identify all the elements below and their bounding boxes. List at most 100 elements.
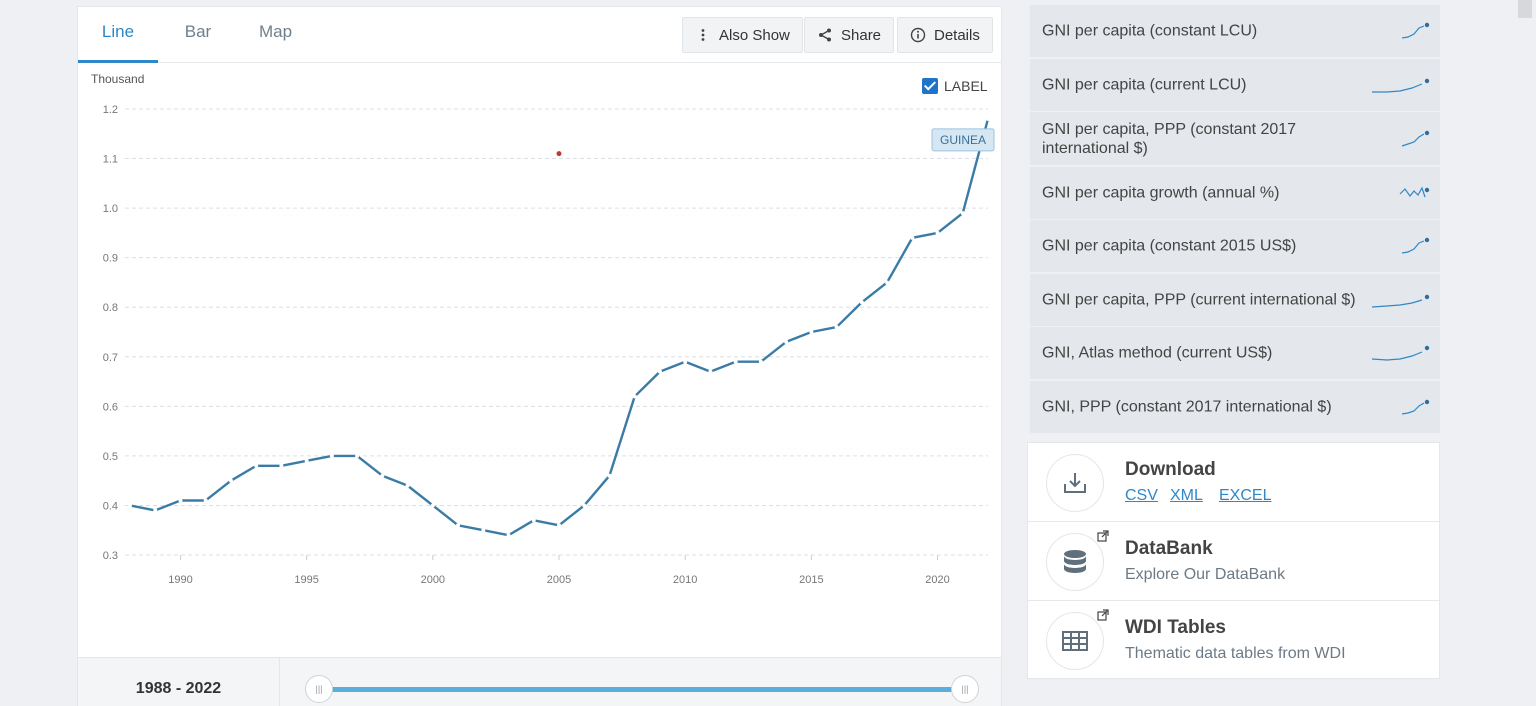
download-xml-link[interactable]: XML [1170,487,1203,504]
sparkline-icon [1372,345,1430,361]
resources-panel: Download CSV XML EXCEL DataBank Explore … [1027,442,1440,679]
databank-subtitle: Explore Our DataBank [1125,566,1286,583]
data-point [153,508,158,513]
also-show-label: Also Show [719,26,790,44]
data-point [430,503,435,508]
share-button[interactable]: Share [804,17,895,53]
label-toggle[interactable]: LABEL [922,78,988,94]
vertical-dots-icon [701,29,705,41]
x-tick-label: 1990 [168,574,192,586]
data-point [910,235,915,240]
download-icon-circle [1046,454,1104,512]
y-tick-label: 1.1 [103,154,118,166]
data-point [809,330,814,334]
data-point [203,498,208,503]
data-point [657,369,662,374]
data-point [228,478,233,483]
data-point [834,325,839,330]
data-point [279,463,284,468]
details-button[interactable]: Details [897,17,993,53]
series-line-guinea [129,118,990,537]
wdi-icon-circle [1046,609,1109,670]
page-scrollbar[interactable] [1518,0,1532,18]
label-toggle-text: LABEL [944,78,988,94]
related-item[interactable]: GNI, PPP (constant 2017 international $) [1030,380,1440,433]
data-point [405,483,410,488]
year-range-bar: 1988 - 2022 ||| ||| [78,657,1001,706]
data-point [986,116,990,121]
x-tick-label: 2005 [547,574,571,586]
y-tick-label: 0.4 [103,500,118,512]
related-item[interactable]: GNI per capita (constant 2015 US$) [1030,220,1440,272]
related-item[interactable]: GNI per capita, PPP (constant 2017 inter… [1030,112,1440,165]
data-point [456,523,461,528]
tab-bar[interactable]: Bar [184,22,212,41]
year-range-label: 1988 - 2022 [78,658,280,706]
y-tick-label: 0.7 [103,352,118,364]
databank-title: DataBank [1125,538,1213,559]
y-tick-label: 0.5 [103,451,118,463]
data-point [128,503,132,508]
data-point [178,498,183,503]
tab-map[interactable]: Map [258,22,293,41]
data-point [935,230,940,235]
data-point [481,528,486,533]
wdi-tables-section[interactable]: WDI Tables Thematic data tables from WDI [1028,601,1439,680]
series-label: GUINEA [940,133,986,147]
data-point [632,394,637,399]
download-icon [1064,473,1086,493]
y-tick-label: 0.3 [103,550,118,562]
data-point [859,300,864,305]
checkbox-checked-icon[interactable] [922,78,938,94]
y-axis-units: Thousand [91,72,145,86]
y-tick-label: 1.2 [103,104,118,116]
info-icon [910,27,926,43]
external-link-icon [1097,609,1109,621]
related-item[interactable]: GNI per capita, PPP (current internation… [1030,273,1440,326]
range-handle-end[interactable]: ||| [951,675,979,703]
sparkline-icon [1399,186,1430,197]
wdi-tables-subtitle: Thematic data tables from WDI [1125,645,1346,662]
x-tick-label: 1995 [294,574,318,586]
related-item[interactable]: GNI per capita (current LCU) [1030,58,1440,111]
x-tick-label: 2010 [673,574,697,586]
range-slider-track[interactable] [318,687,968,692]
y-tick-label: 1.0 [103,203,118,215]
tab-line[interactable]: Line [78,7,158,63]
data-point [582,503,587,508]
wdi-tables-title: WDI Tables [1125,617,1226,638]
download-csv-link[interactable]: CSV [1125,487,1158,504]
y-tick-label: 0.6 [103,401,118,413]
highlight-marker [556,151,562,157]
details-label: Details [934,26,980,44]
data-point [329,453,334,458]
range-handle-start[interactable]: ||| [305,675,333,703]
data-point [304,458,309,463]
databank-section[interactable]: DataBank Explore Our DataBank [1028,522,1439,601]
related-item[interactable]: GNI per capita growth (annual %) [1030,166,1440,219]
x-tick-label: 2000 [421,574,445,586]
sparkline-icon [1401,237,1430,254]
related-item[interactable]: GNI per capita (constant LCU) [1030,5,1440,57]
download-excel-link[interactable]: EXCEL [1219,487,1272,504]
y-tick-label: 0.9 [103,253,118,265]
data-point [531,518,536,523]
data-point [708,369,713,374]
share-label: Share [841,26,882,44]
data-point [607,473,612,478]
line-chart: 1.2 1.1 1.0 0.9 0.8 0.7 0.6 0.5 0.4 0.3 1990 1995 20… [103,104,995,586]
data-point [380,473,385,478]
databank-icon-circle [1046,530,1109,591]
x-tick-label: 2020 [925,574,949,586]
external-link-icon [1097,530,1109,542]
download-section: Download CSV XML EXCEL [1028,443,1439,522]
related-indicators: GNI per capita (constant LCU) GNI per ca… [1030,5,1440,434]
share-icon [819,28,831,42]
data-point [885,280,890,285]
database-icon [1064,550,1086,573]
related-item[interactable]: GNI, Atlas method (current US$) [1030,327,1440,379]
sparkline-icon [1401,130,1430,147]
data-point [683,359,688,364]
series-label-box [931,128,995,152]
also-show-button[interactable]: Also Show [682,17,803,53]
